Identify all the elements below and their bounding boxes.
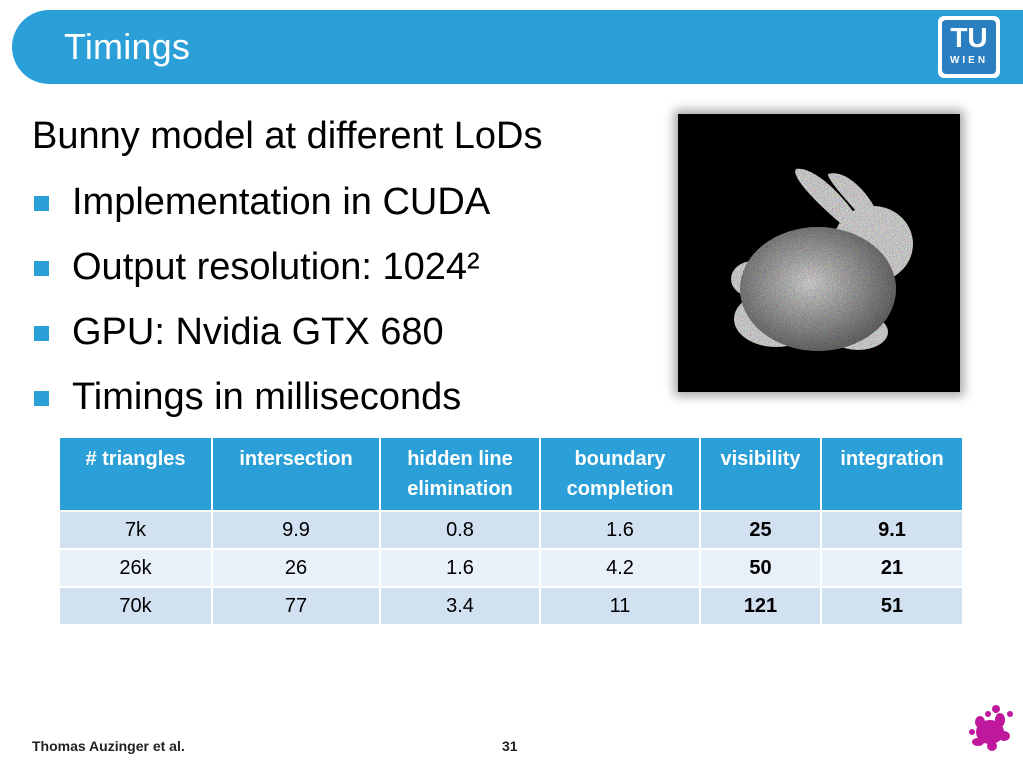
column-header: # triangles [58, 436, 213, 512]
slide-content: Bunny model at different LoDs Implementa… [32, 114, 543, 440]
square-bullet-icon [34, 261, 49, 276]
lead-text: Bunny model at different LoDs [32, 115, 543, 157]
table-cell: 9.1 [820, 510, 964, 550]
bullet-item: Timings in milliseconds [32, 375, 543, 419]
tu-wien-logo: TU WIEN [938, 16, 1000, 78]
bullet-text: GPU: Nvidia GTX 680 [72, 311, 444, 353]
bunny-render-image [678, 114, 960, 392]
table-cell: 26 [211, 548, 381, 588]
column-header: integration [820, 436, 964, 512]
bunny-icon [731, 168, 913, 351]
table-cell: 21 [820, 548, 964, 588]
column-header: boundary completion [539, 436, 701, 512]
table-cell: 1.6 [539, 510, 701, 550]
table-cell: 4.2 [539, 548, 701, 588]
table-cell: 11 [539, 586, 701, 626]
table-cell: 70k [58, 586, 213, 626]
table-row: 7k 9.9 0.8 1.6 25 9.1 [58, 510, 964, 550]
logo-text-tu: TU [950, 22, 988, 53]
table-cell: 25 [699, 510, 822, 550]
column-header: hidden line elimination [379, 436, 541, 512]
table-cell: 77 [211, 586, 381, 626]
table-row: 26k 26 1.6 4.2 50 21 [58, 548, 964, 588]
timings-table: # triangles intersection hidden line eli… [58, 436, 964, 626]
square-bullet-icon [34, 326, 49, 341]
bullet-item: Output resolution: 1024² [32, 245, 543, 289]
table-cell: 121 [699, 586, 822, 626]
table-cell: 50 [699, 548, 822, 588]
bullet-item: Implementation in CUDA [32, 180, 543, 224]
logo-text-wien: WIEN [949, 55, 989, 66]
table-cell: 0.8 [379, 510, 541, 550]
bullet-text: Timings in milliseconds [72, 376, 462, 418]
slide-title: Timings [64, 26, 191, 67]
paint-splat-icon [969, 705, 1013, 751]
bullet-text: Implementation in CUDA [72, 181, 491, 223]
footer-author: Thomas Auzinger et al. [32, 738, 185, 754]
table-header-row: # triangles intersection hidden line eli… [58, 436, 964, 512]
table-cell: 9.9 [211, 510, 381, 550]
table-cell: 1.6 [379, 548, 541, 588]
table-row: 70k 77 3.4 11 121 51 [58, 586, 964, 626]
table-cell: 51 [820, 586, 964, 626]
column-header: visibility [699, 436, 822, 512]
table-cell: 3.4 [379, 586, 541, 626]
bullet-item: GPU: Nvidia GTX 680 [32, 310, 543, 354]
table-cell: 26k [58, 548, 213, 588]
square-bullet-icon [34, 391, 49, 406]
page-number: 31 [502, 738, 518, 754]
bullet-text: Output resolution: 1024² [72, 246, 480, 288]
square-bullet-icon [34, 196, 49, 211]
table-cell: 7k [58, 510, 213, 550]
column-header: intersection [211, 436, 381, 512]
title-bar [12, 10, 1023, 84]
